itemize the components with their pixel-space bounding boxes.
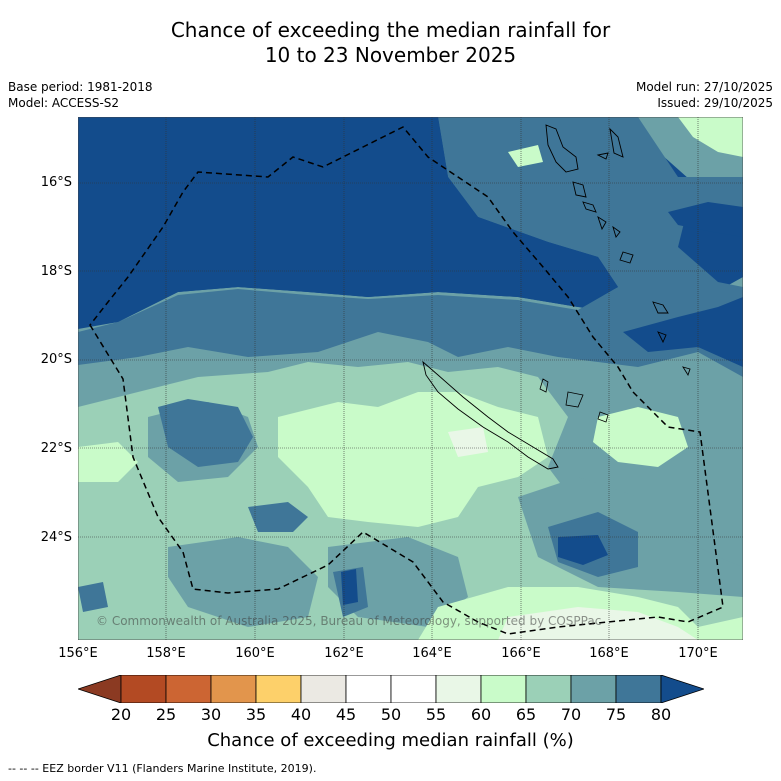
zone-80-plus-east	[623, 297, 743, 367]
lon-label-160e: 160°E	[235, 646, 275, 661]
colorbar-cell-75-80	[615, 675, 662, 703]
map-canvas	[78, 117, 743, 640]
colorbar-cell-70-75	[570, 675, 617, 703]
colorbar-tick-80: 80	[650, 705, 672, 724]
graticule	[78, 117, 743, 640]
colorbar-tick-40: 40	[290, 705, 312, 724]
lat-label-18s: 18°S	[40, 264, 72, 279]
zone-60-65-ne	[678, 117, 743, 157]
colorbar-under-triangle	[78, 675, 122, 703]
zone-75-80-center	[248, 502, 308, 532]
meta-right: Model run: 27/10/2025 Issued: 29/10/2025	[636, 79, 773, 111]
colorbar-tick-50: 50	[380, 705, 402, 724]
colorbar-over-triangle	[660, 675, 704, 703]
zone-60-65-n	[508, 145, 543, 167]
issued-date: Issued: 29/10/2025	[657, 96, 773, 110]
zone-80-plus-s	[341, 569, 358, 605]
zone-80-plus-core	[78, 117, 618, 329]
colorbar-tick-65: 65	[515, 705, 537, 724]
lon-label-166e: 166°E	[501, 646, 541, 661]
lon-label-170e: 170°E	[678, 646, 718, 661]
vanuatu-outline	[545, 124, 691, 377]
title-line-2: 10 to 23 November 2025	[264, 43, 517, 67]
zone-70-75-south	[168, 537, 318, 627]
model-run: Model run: 27/10/2025	[635, 80, 773, 94]
lon-label-162e: 162°E	[324, 646, 364, 661]
lat-label-22s: 22°S	[40, 441, 72, 456]
lat-label-16s: 16°S	[40, 175, 72, 190]
meta-left: Base period: 1981-2018 Model: ACCESS-S2	[8, 79, 153, 111]
title-line-1: Chance of exceeding the median rainfall …	[170, 18, 611, 42]
colorbar-cell-60-65	[480, 675, 527, 703]
zone-80-plus-se	[558, 535, 608, 565]
lon-label-168e: 168°E	[589, 646, 629, 661]
zone-55-60-south	[498, 607, 698, 640]
new-caledonia-outline	[422, 360, 559, 470]
colorbar-cell-20-25	[120, 675, 167, 703]
colorbar-tick-25: 25	[155, 705, 177, 724]
colorbar-tick-60: 60	[470, 705, 492, 724]
lat-label-20s: 20°S	[40, 352, 72, 367]
colorbar-cell-45-50	[345, 675, 392, 703]
zone-60-65-west	[78, 442, 138, 482]
eez-legend: -- -- -- EEZ border V11 (Flanders Marine…	[8, 762, 317, 775]
zone-60-65-east	[593, 407, 688, 467]
colorbar-label: Chance of exceeding median rainfall (%)	[207, 730, 574, 751]
lon-label-156e: 156°E	[58, 646, 98, 661]
rainfall-map	[78, 117, 743, 640]
colorbar-tick-45: 45	[335, 705, 357, 724]
colorbar-tick-30: 30	[200, 705, 222, 724]
lon-label-158e: 158°E	[146, 646, 186, 661]
colorbar-tick-35: 35	[245, 705, 267, 724]
model-name: Model: ACCESS-S2	[8, 96, 120, 110]
colorbar-cell-30-35	[210, 675, 257, 703]
colorbar-tick-55: 55	[425, 705, 447, 724]
chart-title: Chance of exceeding the median rainfall …	[0, 18, 781, 68]
lon-label-164e: 164°E	[412, 646, 452, 661]
colorbar-cell-65-70	[525, 675, 572, 703]
zone-55-60-center	[448, 427, 488, 457]
colorbar	[78, 675, 704, 703]
colorbar-cell-50-55	[390, 675, 437, 703]
colorbar-tick-75: 75	[605, 705, 627, 724]
colorbar-tick-20: 20	[110, 705, 132, 724]
zone-80-plus-ne	[668, 202, 743, 237]
colorbar-cell-25-30	[165, 675, 212, 703]
eez-border	[89, 126, 724, 635]
colorbar-cell-40-45	[300, 675, 347, 703]
zone-75-80-far-sw	[78, 582, 108, 612]
colorbar-cell-35-40	[255, 675, 302, 703]
colorbar-tick-70: 70	[560, 705, 582, 724]
copyright-text: © Commonwealth of Australia 2025, Bureau…	[96, 614, 602, 628]
colorbar-cell-55-60	[435, 675, 482, 703]
base-period: Base period: 1981-2018	[8, 80, 153, 94]
lat-label-24s: 24°S	[40, 530, 72, 545]
zone-75-80-sw	[158, 399, 253, 467]
loyalty-islands-outline	[539, 378, 609, 423]
